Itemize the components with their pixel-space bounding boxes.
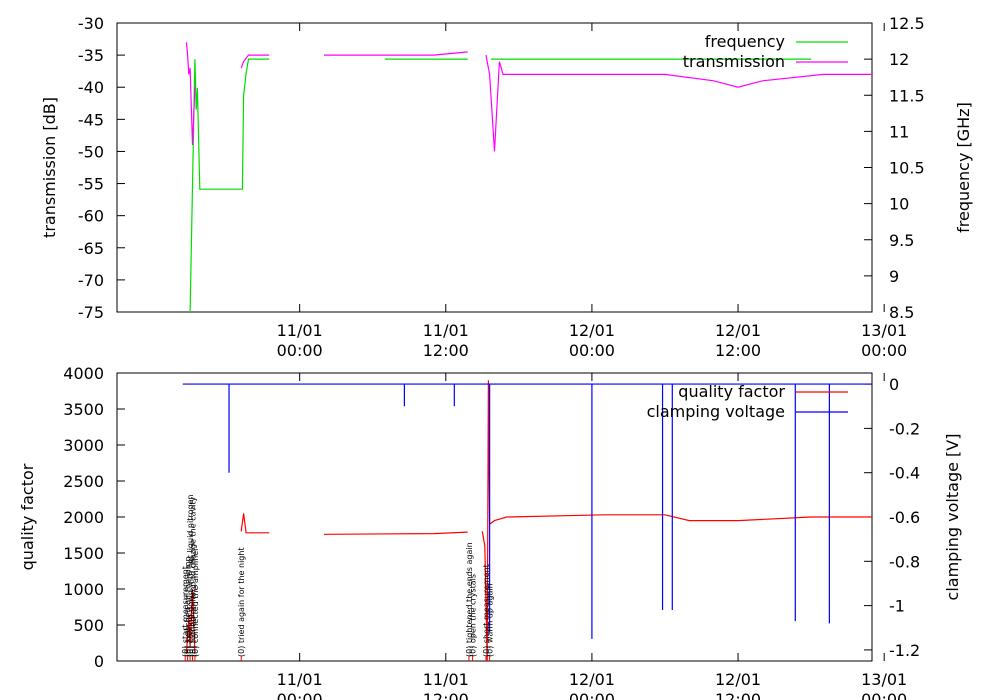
y2-tick-label: -0.2	[889, 419, 920, 438]
y2-tick-label: 10	[889, 195, 909, 214]
x-tick-label-date: 13/01	[861, 321, 907, 340]
top-chart-panel: -30 -35 -40 -45 -50 -55 -60 -65 -70 -75 12.5 12 11.5…	[40, 14, 973, 360]
bottom-chart-panel: 4000 3500 3000 2500 2000 1500 1000 500 0 0 -0.2 -0.…	[18, 364, 962, 700]
y-tick-label: -55	[78, 175, 104, 194]
quality-factor-series-line	[323, 531, 468, 535]
event-annotation: (0) cooling down with hot liquid nitroge…	[186, 495, 195, 657]
y-axis-label: quality factor	[18, 463, 37, 570]
event-annotation: (0) turned on lamp to change the cavity	[189, 496, 198, 657]
y-tick-label: 1000	[63, 580, 104, 599]
event-annotation: (0) switched off the lamp	[184, 556, 193, 657]
annotation-group: (0) start measurement(0) switched off th…	[181, 495, 495, 661]
y2-tick-label: 11	[889, 122, 909, 141]
event-annotation: (0) open the crystals	[469, 574, 478, 657]
legend-label: clamping voltage	[647, 402, 785, 421]
event-annotation: (0) warm up again	[486, 583, 495, 657]
event-annotation: (0) short measurement	[482, 564, 491, 657]
frequency-series-line	[189, 58, 270, 312]
y-tick-label: 3000	[63, 436, 104, 455]
y2-tick-label: -1	[889, 597, 905, 616]
y-tick-label: -50	[78, 142, 104, 161]
y-tick-label: 1500	[63, 544, 104, 563]
quality-factor-series-line	[185, 588, 196, 654]
y2-tick-label: 10.5	[889, 159, 925, 178]
x-tick-label-time: 12:00	[423, 690, 469, 700]
x-tick-label-date: 11/01	[277, 321, 323, 340]
y-tick-label: -35	[78, 46, 104, 65]
x-tick-label-date: 11/01	[423, 321, 469, 340]
y-tick-label: 500	[73, 616, 104, 635]
y2-tick-label: 12.5	[889, 14, 925, 33]
event-annotation: (0) tightened the ends again	[465, 542, 474, 657]
quality-factor-series-line	[240, 513, 270, 534]
x-tick-label-time: 00:00	[569, 341, 615, 360]
y-tick-label: -45	[78, 110, 104, 129]
y2-tick-label: 8.5	[889, 303, 914, 322]
plot-area	[185, 42, 872, 312]
y-tick-label: -30	[78, 14, 104, 33]
y2-tick-label: -0.8	[889, 552, 920, 571]
x-tick-label-date: 12/01	[569, 321, 615, 340]
y-tick-label: 4000	[63, 364, 104, 383]
legend-label: quality factor	[678, 382, 785, 401]
event-annotation: (0) connected the amplifier	[191, 547, 200, 657]
y-tick-label: 2000	[63, 508, 104, 527]
x-tick-label-time: 00:00	[569, 690, 615, 700]
y-tick-label: -40	[78, 78, 104, 97]
legend-label: transmission	[683, 52, 785, 71]
y2-tick-label: -0.4	[889, 464, 920, 483]
x-tick-label-date: 12/01	[715, 321, 761, 340]
y2-tick-label: 11.5	[889, 86, 925, 105]
transmission-series-line	[485, 54, 872, 152]
y2-tick-label: 0	[889, 375, 899, 394]
y-tick-label: -65	[78, 239, 104, 258]
y-axis-label: transmission [dB]	[40, 97, 59, 238]
y-tick-label: -60	[78, 207, 104, 226]
legend-label: frequency	[705, 32, 785, 51]
x-tick-label-date: 12/01	[715, 670, 761, 689]
plot-area	[182, 380, 872, 661]
x-tick-label-time: 00:00	[861, 341, 907, 360]
y2-tick-label: 12	[889, 50, 909, 69]
transmission-series-line	[324, 51, 468, 56]
x-tick-label-time: 12:00	[715, 341, 761, 360]
x-tick-label-time: 00:00	[277, 341, 323, 360]
y-tick-label: 2500	[63, 472, 104, 491]
x-tick-label-time: 12:00	[715, 690, 761, 700]
y2-tick-label: 9	[889, 267, 899, 286]
transmission-series-line	[240, 54, 270, 69]
x-tick-label-date: 12/01	[569, 670, 615, 689]
event-annotation: (0) tried again for the night	[237, 547, 246, 657]
x-tick-label-time: 00:00	[277, 690, 323, 700]
transmission-series-line	[185, 42, 196, 146]
x-tick-label-date: 13/01	[861, 670, 907, 689]
y2-tick-label: -0.6	[889, 508, 920, 527]
x-tick-label-date: 11/01	[277, 670, 323, 689]
y2-tick-label: -1.2	[889, 641, 920, 660]
y2-axis-label: clamping voltage [V]	[943, 434, 962, 601]
y-tick-label: 0	[94, 652, 104, 671]
y-tick-label: 3500	[63, 400, 104, 419]
event-annotation: (0) start measurement	[181, 566, 190, 657]
quality-factor-series-line	[481, 380, 872, 661]
y-tick-label: -70	[78, 271, 104, 290]
y2-axis-label: frequency [GHz]	[954, 102, 973, 233]
x-tick-label-date: 11/01	[423, 670, 469, 689]
y2-tick-label: 9.5	[889, 231, 914, 250]
x-tick-label-time: 12:00	[423, 341, 469, 360]
x-tick-label-time: 00:00	[861, 690, 907, 700]
y-tick-label: -75	[78, 303, 104, 322]
